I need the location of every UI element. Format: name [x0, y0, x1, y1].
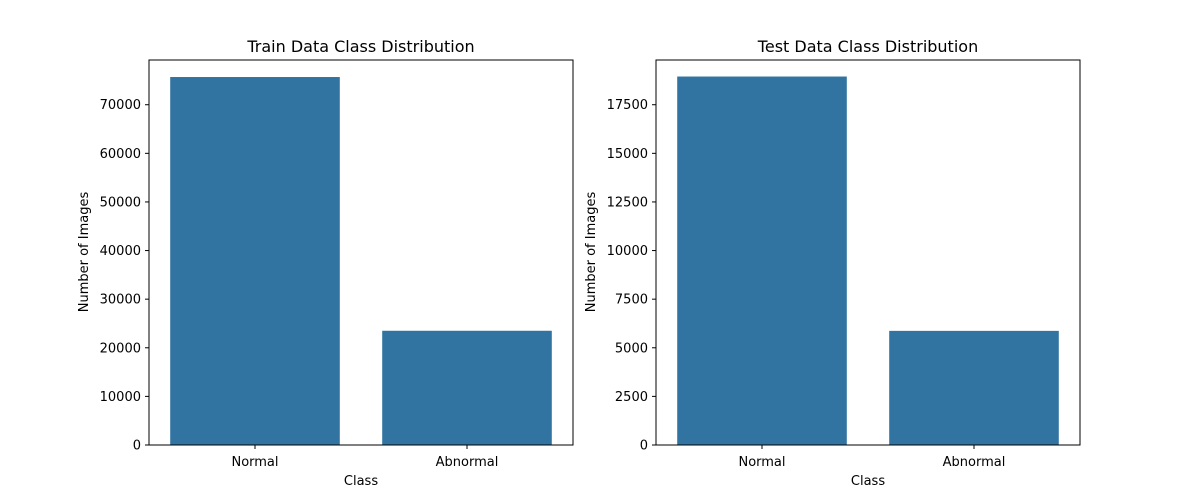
train-y-tick-label: 0 — [133, 439, 141, 454]
train-y-axis: 0 10000 20000 30000 40000 50000 60000 70000 — [100, 98, 149, 454]
train-y-tick-label: 70000 — [100, 98, 141, 113]
train-y-axis-label: Number of Images — [77, 192, 92, 313]
test-y-tick-label: 12500 — [607, 195, 648, 210]
train-y-tick-label: 60000 — [100, 147, 141, 162]
test-y-axis-label: Number of Images — [584, 192, 599, 313]
train-bar-abnormal — [382, 330, 552, 445]
train-bar-normal — [170, 77, 340, 445]
train-chart-title: Train Data Class Distribution — [246, 37, 474, 56]
train-y-tick-label: 50000 — [100, 195, 141, 210]
train-y-tick-label: 20000 — [100, 341, 141, 356]
test-x-axis-label: Class — [851, 474, 885, 489]
test-y-tick-label: 15000 — [607, 147, 648, 162]
test-y-tick-label: 0 — [640, 439, 648, 454]
train-y-tick-label: 30000 — [100, 293, 141, 308]
test-y-axis: 0 2500 5000 7500 10000 12500 15000 17500 — [607, 98, 656, 454]
test-chart: Test Data Class Distribution 0 2500 5000 75… — [584, 37, 1081, 489]
train-x-tick-label: Normal — [231, 455, 278, 470]
test-y-tick-label: 10000 — [607, 244, 648, 259]
train-x-axis: Normal Abnormal — [231, 445, 498, 470]
test-y-tick-label: 17500 — [607, 98, 648, 113]
test-x-tick-label: Normal — [738, 455, 785, 470]
test-y-tick-label: 2500 — [615, 390, 648, 405]
test-bar-abnormal — [889, 330, 1059, 445]
test-bar-normal — [677, 76, 847, 446]
train-x-axis-label: Class — [344, 474, 378, 489]
test-x-axis: Normal Abnormal — [738, 445, 1005, 470]
train-chart: Train Data Class Distribution 0 10000 2000… — [77, 37, 574, 489]
train-plot-area — [148, 59, 574, 446]
train-y-tick-label: 40000 — [100, 244, 141, 259]
test-y-tick-label: 5000 — [615, 341, 648, 356]
test-bars — [677, 76, 1059, 446]
test-x-tick-label: Abnormal — [943, 455, 1006, 470]
train-y-tick-label: 10000 — [100, 390, 141, 405]
train-x-tick-label: Abnormal — [436, 455, 499, 470]
test-y-tick-label: 7500 — [615, 293, 648, 308]
test-chart-title: Test Data Class Distribution — [757, 37, 978, 56]
test-plot-area — [655, 59, 1081, 446]
train-bars — [170, 77, 552, 445]
